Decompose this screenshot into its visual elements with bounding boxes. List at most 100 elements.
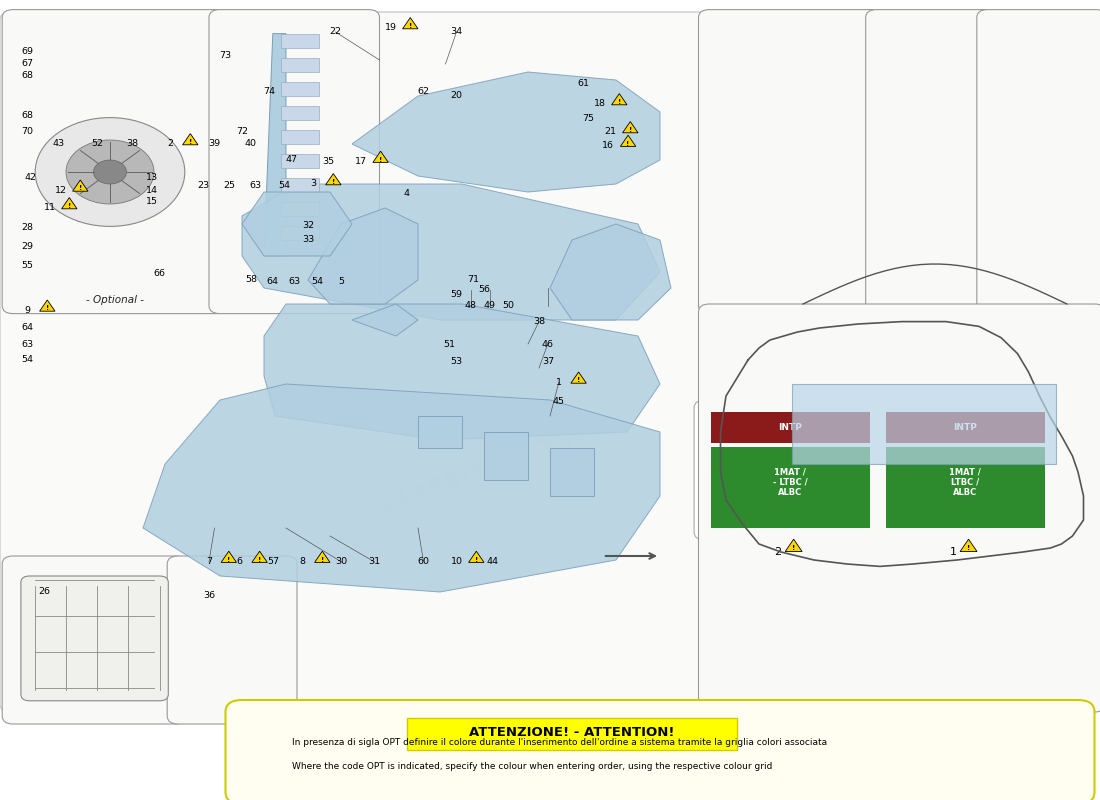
Text: 54: 54 <box>22 355 33 365</box>
Text: 72: 72 <box>236 127 248 137</box>
Text: 64: 64 <box>22 323 33 333</box>
Polygon shape <box>280 82 319 96</box>
Text: 10: 10 <box>451 557 462 566</box>
Text: 26: 26 <box>39 587 50 597</box>
Text: In presenza di sigla OPT definire il colore durante l'inserimento dell'ordine a : In presenza di sigla OPT definire il col… <box>292 738 826 747</box>
Bar <box>886 447 1045 528</box>
FancyBboxPatch shape <box>167 556 297 724</box>
FancyBboxPatch shape <box>21 576 168 701</box>
Text: 45: 45 <box>553 397 564 406</box>
Text: 75: 75 <box>583 114 594 123</box>
Circle shape <box>35 118 185 226</box>
Text: !: ! <box>79 186 81 191</box>
Text: 48: 48 <box>465 301 476 310</box>
Text: 39: 39 <box>208 139 221 149</box>
FancyBboxPatch shape <box>698 10 883 314</box>
Polygon shape <box>280 58 319 72</box>
Text: !: ! <box>475 557 477 562</box>
Text: 30: 30 <box>334 557 348 566</box>
Text: INTP: INTP <box>779 423 802 432</box>
Text: 20: 20 <box>451 91 462 101</box>
Polygon shape <box>280 226 319 240</box>
Text: 61: 61 <box>578 79 588 89</box>
Polygon shape <box>550 448 594 496</box>
Text: !: ! <box>967 546 970 551</box>
FancyBboxPatch shape <box>226 700 1094 800</box>
Text: 52: 52 <box>91 139 102 149</box>
Text: 31: 31 <box>367 557 381 566</box>
Text: 56: 56 <box>478 285 490 294</box>
Polygon shape <box>403 18 418 29</box>
Text: 40: 40 <box>245 139 256 149</box>
Text: 32: 32 <box>301 221 315 230</box>
Polygon shape <box>252 551 267 562</box>
Polygon shape <box>280 202 319 216</box>
Polygon shape <box>352 304 418 336</box>
Circle shape <box>94 160 126 184</box>
Text: 34: 34 <box>450 27 463 37</box>
Text: 16: 16 <box>603 141 614 150</box>
FancyBboxPatch shape <box>698 304 1100 712</box>
Text: 33: 33 <box>301 235 315 245</box>
FancyBboxPatch shape <box>977 10 1100 314</box>
Text: 1MAT /
LTBC /
ALBC: 1MAT / LTBC / ALBC <box>949 467 981 498</box>
Text: ATTENZIONE! - ATTENTION!: ATTENZIONE! - ATTENTION! <box>470 726 674 738</box>
Text: !: ! <box>258 557 261 562</box>
Polygon shape <box>280 178 319 192</box>
Polygon shape <box>315 551 330 562</box>
Text: 63: 63 <box>21 339 34 349</box>
Text: 36: 36 <box>202 591 216 601</box>
Text: 57: 57 <box>267 557 278 566</box>
Text: !: ! <box>68 203 70 209</box>
Text: 9: 9 <box>24 306 31 315</box>
Text: 8: 8 <box>299 557 306 566</box>
Text: 44: 44 <box>487 557 498 566</box>
Text: 35: 35 <box>321 157 334 166</box>
Text: 54: 54 <box>311 277 322 286</box>
Text: 62: 62 <box>418 87 429 97</box>
Text: 1: 1 <box>556 378 562 387</box>
Polygon shape <box>373 151 388 162</box>
Polygon shape <box>143 384 660 592</box>
Text: 25: 25 <box>223 181 234 190</box>
Polygon shape <box>280 130 319 144</box>
Polygon shape <box>484 432 528 480</box>
Text: 55: 55 <box>22 261 33 270</box>
Text: 60: 60 <box>418 557 429 566</box>
Text: 43: 43 <box>52 139 65 149</box>
Polygon shape <box>242 184 660 320</box>
Polygon shape <box>550 224 671 320</box>
Text: INTP: INTP <box>954 423 977 432</box>
Polygon shape <box>620 135 636 146</box>
Polygon shape <box>326 174 341 185</box>
Text: 46: 46 <box>542 339 553 349</box>
Bar <box>886 412 1045 443</box>
Text: !: ! <box>46 306 48 311</box>
Text: 13: 13 <box>145 173 158 182</box>
Polygon shape <box>612 94 627 105</box>
FancyBboxPatch shape <box>694 400 887 540</box>
Text: 73: 73 <box>219 51 232 61</box>
Text: 42: 42 <box>25 173 36 182</box>
Polygon shape <box>571 372 586 383</box>
Polygon shape <box>785 539 802 551</box>
Text: 6: 6 <box>236 557 243 566</box>
Polygon shape <box>960 539 977 551</box>
Text: 59: 59 <box>451 290 462 299</box>
Text: !: ! <box>228 557 230 562</box>
Text: !: ! <box>189 139 191 145</box>
FancyBboxPatch shape <box>866 10 996 314</box>
Polygon shape <box>221 551 236 562</box>
Text: 68: 68 <box>22 71 33 81</box>
Text: 15: 15 <box>146 197 157 206</box>
Text: 22: 22 <box>330 27 341 37</box>
Text: 2: 2 <box>167 139 174 149</box>
Polygon shape <box>418 416 462 448</box>
Text: - Optional -: - Optional - <box>87 295 144 305</box>
Bar <box>711 447 870 528</box>
FancyBboxPatch shape <box>0 12 710 712</box>
FancyBboxPatch shape <box>2 10 228 314</box>
Text: classicparts.it: classicparts.it <box>377 409 613 519</box>
Polygon shape <box>623 122 638 133</box>
Text: 7: 7 <box>206 557 212 566</box>
